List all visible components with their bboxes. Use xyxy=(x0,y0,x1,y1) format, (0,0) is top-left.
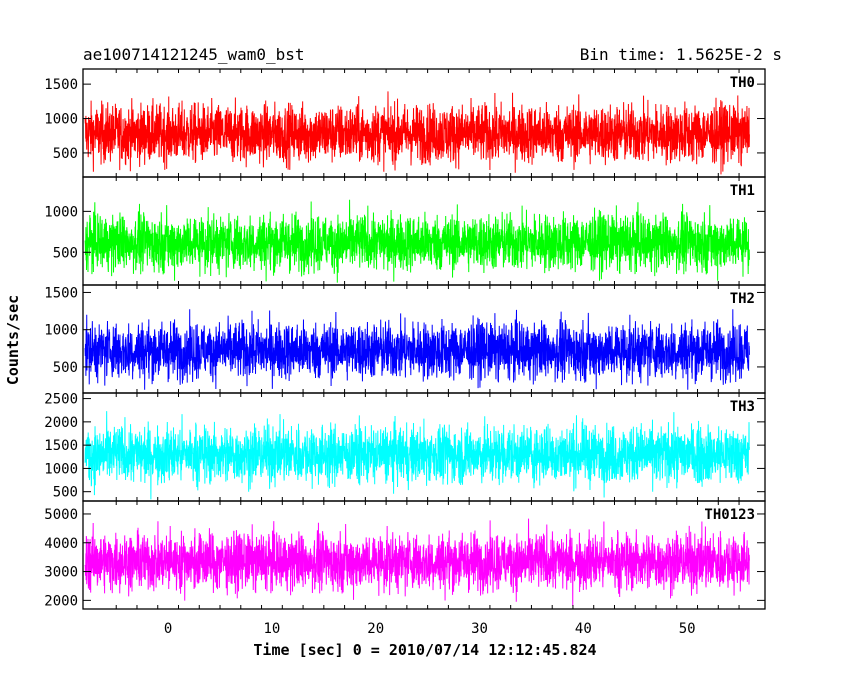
series-line-th1 xyxy=(84,199,750,283)
y-tick-label: 1000 xyxy=(44,461,78,477)
x-tick-label: 30 xyxy=(471,621,488,637)
panel-th3: 500 1000 1500 2000 2500 TH3 xyxy=(44,392,766,502)
x-tick-label: 0 xyxy=(164,621,172,637)
y-tick-label: 500 xyxy=(53,146,78,162)
y-tick-label: 1500 xyxy=(44,77,78,93)
y-tick-label: 2000 xyxy=(44,593,78,609)
y-axis-label: Counts/sec xyxy=(4,295,22,385)
panel-th0123: 2000 3000 4000 5000 TH0123 xyxy=(44,500,766,610)
y-tick-label: 1500 xyxy=(44,438,78,454)
panel-label: TH0 xyxy=(730,75,755,91)
x-tick-label: 10 xyxy=(263,621,280,637)
series-line-th3 xyxy=(84,411,750,500)
series-line-th0123 xyxy=(84,518,750,606)
y-tick-label: 3000 xyxy=(44,565,78,581)
panel-label: TH3 xyxy=(730,399,755,415)
series-line-th0 xyxy=(84,91,750,175)
y-tick-label: 500 xyxy=(53,360,78,376)
chart-title: ae100714121245_wam0_bst xyxy=(83,45,305,64)
y-tick-label: 1000 xyxy=(44,204,78,220)
y-tick-label: 1000 xyxy=(44,112,78,128)
panel-label: TH0123 xyxy=(704,507,755,523)
bin-time-label: Bin time: 1.5625E-2 s xyxy=(580,45,782,64)
y-tick-label: 1500 xyxy=(44,285,78,301)
y-tick-label: 2000 xyxy=(44,415,78,431)
panel-label: TH2 xyxy=(730,291,755,307)
x-tick-label: 40 xyxy=(575,621,592,637)
y-tick-label: 1000 xyxy=(44,323,78,339)
x-tick-label: 50 xyxy=(679,621,696,637)
y-tick-label: 500 xyxy=(53,485,78,501)
y-tick-label: 4000 xyxy=(44,536,78,552)
panel-frame xyxy=(82,500,766,610)
panel-th1: 500 1000 TH1 xyxy=(44,176,766,286)
x-tick-label: 20 xyxy=(367,621,384,637)
panel-label: TH1 xyxy=(730,183,755,199)
panel-th0: 500 1000 1500 TH0 xyxy=(44,68,766,178)
y-tick-label: 500 xyxy=(53,245,78,261)
y-tick-label: 5000 xyxy=(44,507,78,523)
panel-th2: 500 1000 1500 TH2 xyxy=(44,284,766,394)
series-line-th2 xyxy=(84,309,750,390)
x-axis-label: Time [sec] 0 = 2010/07/14 12:12:45.824 xyxy=(253,641,596,659)
y-tick-label: 2500 xyxy=(44,392,78,408)
